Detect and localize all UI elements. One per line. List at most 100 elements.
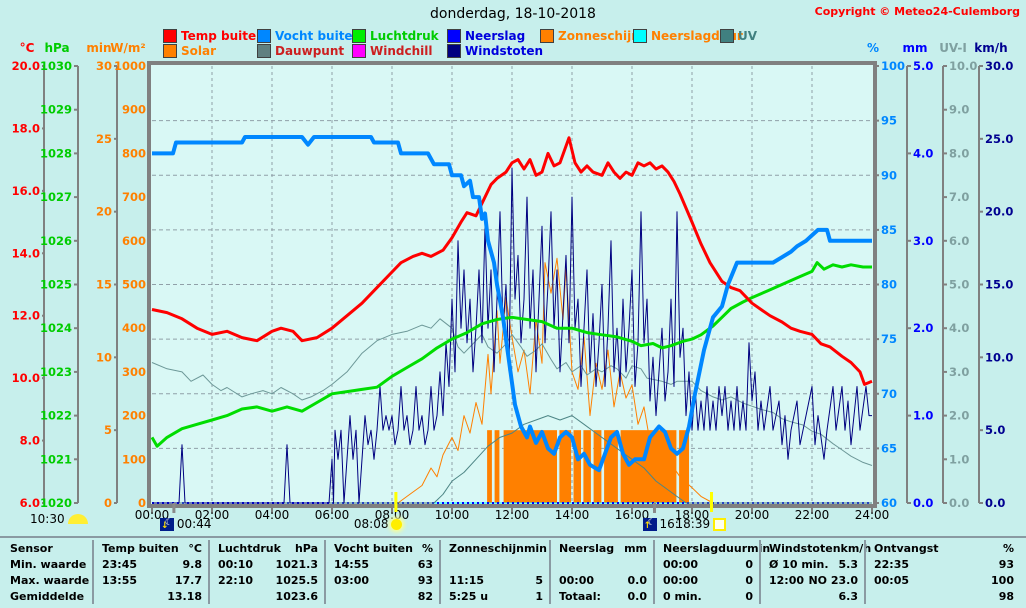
sunshine-duration-block xyxy=(583,430,591,503)
table-cell-value: NO 23.0 xyxy=(808,573,858,587)
legend-swatch xyxy=(163,29,177,43)
table-column-unit: % xyxy=(421,541,433,555)
table-column-windstoten: Windstoten km/h Ø 10 min. 5.3 12:00 NO 23.0 6.… xyxy=(759,540,871,604)
legend-label: Solar xyxy=(181,44,217,58)
legend-label: Neerslag xyxy=(465,29,526,43)
table-cell-time: Totaal: xyxy=(559,589,601,603)
axis-tick-label-rain: 5.0 xyxy=(913,59,933,73)
axis-tick-label-kmh: 0.0 xyxy=(985,496,1005,510)
table-cell-value: 93 xyxy=(998,557,1014,571)
table-cell-time: 22:10 xyxy=(218,573,254,587)
x-axis-label: 12:00 xyxy=(495,508,530,522)
legend-label: Luchtdruk xyxy=(370,29,439,43)
table-cell-value: 93 xyxy=(417,573,433,587)
table-column-luchtdruk: Luchtdruk hPa 00:10 1021.3 22:10 1025.5 1023.6 xyxy=(208,540,324,604)
legend-item-temp-buiten: Temp buiten xyxy=(163,29,265,43)
axis-tick-label-humidity: 100 xyxy=(881,59,905,73)
legend-swatch xyxy=(352,44,366,58)
axis-tick-label-sunmin: 5 xyxy=(104,423,112,437)
table-cell-value: 17.7 xyxy=(174,573,202,587)
axis-tick-label-humidity: 70 xyxy=(881,387,897,401)
axis-tick-label-sunmin: 0 xyxy=(104,496,112,510)
table-cell-value: 0 xyxy=(745,589,753,603)
legend-item-neerslagduur: Neerslagduur xyxy=(633,29,743,43)
axis-tick-label-sunmin: 25 xyxy=(96,132,112,146)
legend-swatch xyxy=(633,29,647,43)
table-cell-time: Ø 10 min. xyxy=(769,557,829,571)
table-column-unit: min xyxy=(747,541,771,555)
axis-tick-label-pressure: 1030 xyxy=(40,59,72,73)
table-row-label: Gemiddelde xyxy=(10,589,85,603)
legend-label: Neerslagduur xyxy=(651,29,743,43)
axis-tick-label-kmh: 15.0 xyxy=(985,278,1013,292)
sunshine-duration-block xyxy=(503,430,557,503)
axis-tick-label-pressure: 1021 xyxy=(40,452,72,466)
table-column-sensor: Sensor Min. waarde Max. waarde Gemiddelde xyxy=(2,540,92,604)
table-column-neerslagduur: Neerslagduur min 00:00 0 00:00 0 0 min. 0 xyxy=(653,540,770,604)
table-cell-time: 00:00 xyxy=(663,573,699,587)
table-column-header: Luchtdruk xyxy=(218,541,281,555)
axis-tick-label-rain: 0.0 xyxy=(913,496,933,510)
legend-swatch xyxy=(257,44,271,58)
axis-tick-label-rain: 1.0 xyxy=(913,409,933,423)
axis-tick-label-humidity: 85 xyxy=(881,223,897,237)
table-cell-value: 0.0 xyxy=(627,589,648,603)
axis-tick-label-solar: 300 xyxy=(122,365,146,379)
sunshine-duration-block xyxy=(494,430,500,503)
table-cell-value: 1021.3 xyxy=(275,557,318,571)
axis-tick-label-solar: 600 xyxy=(122,234,146,248)
table-cell-value: 82 xyxy=(417,589,433,603)
axis-tick-label-humidity: 65 xyxy=(881,441,897,455)
axis-tick-label-uvi: 0.0 xyxy=(949,496,969,510)
axis-tick-label-uvi: 1.0 xyxy=(949,452,969,466)
table-cell-time: 00:00 xyxy=(559,573,595,587)
sunshine-duration-block xyxy=(559,430,572,503)
series-uv-line xyxy=(152,415,872,504)
axis-tick-label-solar: 500 xyxy=(122,278,146,292)
axis-tick-label-uvi: 7.0 xyxy=(949,190,969,204)
axis-tick-label-kmh: 30.0 xyxy=(985,59,1013,73)
axis-tick-label-uvi: 2.0 xyxy=(949,409,969,423)
table-column-header: Zonneschijn xyxy=(449,541,524,555)
x-axis-label: 10:00 xyxy=(435,508,470,522)
table-cell-time: 5:25 u xyxy=(449,589,489,603)
table-cell-value: 5 xyxy=(535,573,543,587)
legend-item-uv: UV xyxy=(720,29,757,43)
sunshine-duration-block xyxy=(679,430,689,503)
table-column-unit: hPa xyxy=(294,541,318,555)
table-cell-value: 100 xyxy=(991,573,1014,587)
sunset-time: 18:39 xyxy=(675,517,711,531)
axis-tick-label-uvi: 3.0 xyxy=(949,365,969,379)
x-axis-label: 24:00 xyxy=(855,508,890,522)
axis-tick-label-rain: 4.0 xyxy=(913,146,933,160)
axis-tick-label-kmh: 10.0 xyxy=(985,350,1013,364)
table-cell-value: 5.3 xyxy=(838,557,859,571)
sunshine-duration-block xyxy=(593,430,602,503)
legend-item-zonneschijn: Zonneschijn xyxy=(540,29,640,43)
axis-tick-label-pressure: 1022 xyxy=(40,409,72,423)
axis-tick-label-sunmin: 20 xyxy=(96,205,112,219)
axis-tick-label-uvi: 8.0 xyxy=(949,146,969,160)
table-cell-time: 0 min. xyxy=(663,589,702,603)
x-axis-label: 20:00 xyxy=(735,508,770,522)
table-cell-value: 0.0 xyxy=(627,573,648,587)
axis-tick-label-pressure: 1025 xyxy=(40,278,72,292)
table-column-header: Neerslagduur xyxy=(663,541,748,555)
axis-unit-label-temp: °C xyxy=(20,41,35,55)
table-column-zonneschijn: Zonneschijn min 11:15 5 5:25 u 1 xyxy=(439,540,549,604)
axis-tick-label-temp: 16.0 xyxy=(12,184,40,198)
table-column-neerslag: Neerslag mm 00:00 0.0 Totaal: 0.0 xyxy=(549,540,653,604)
copyright: Copyright © Meteo24-Culemborg xyxy=(814,5,1020,18)
moonrise-early-time: 10:30 xyxy=(30,512,65,526)
x-axis-label: 04:00 xyxy=(255,508,290,522)
table-cell-time: 12:00 xyxy=(769,573,805,587)
table-column-unit: min xyxy=(523,541,548,555)
table-cell-value: 1023.6 xyxy=(275,589,318,603)
axis-tick-label-temp: 10.0 xyxy=(12,371,40,385)
legend-item-luchtdruk: Luchtdruk xyxy=(352,29,439,43)
axis-tick-label-pressure: 1026 xyxy=(40,234,72,248)
marker-sunset: 18:39 xyxy=(676,517,727,531)
axis-tick-label-uvi: 4.0 xyxy=(949,321,969,335)
table-column-unit: °C xyxy=(188,541,202,555)
